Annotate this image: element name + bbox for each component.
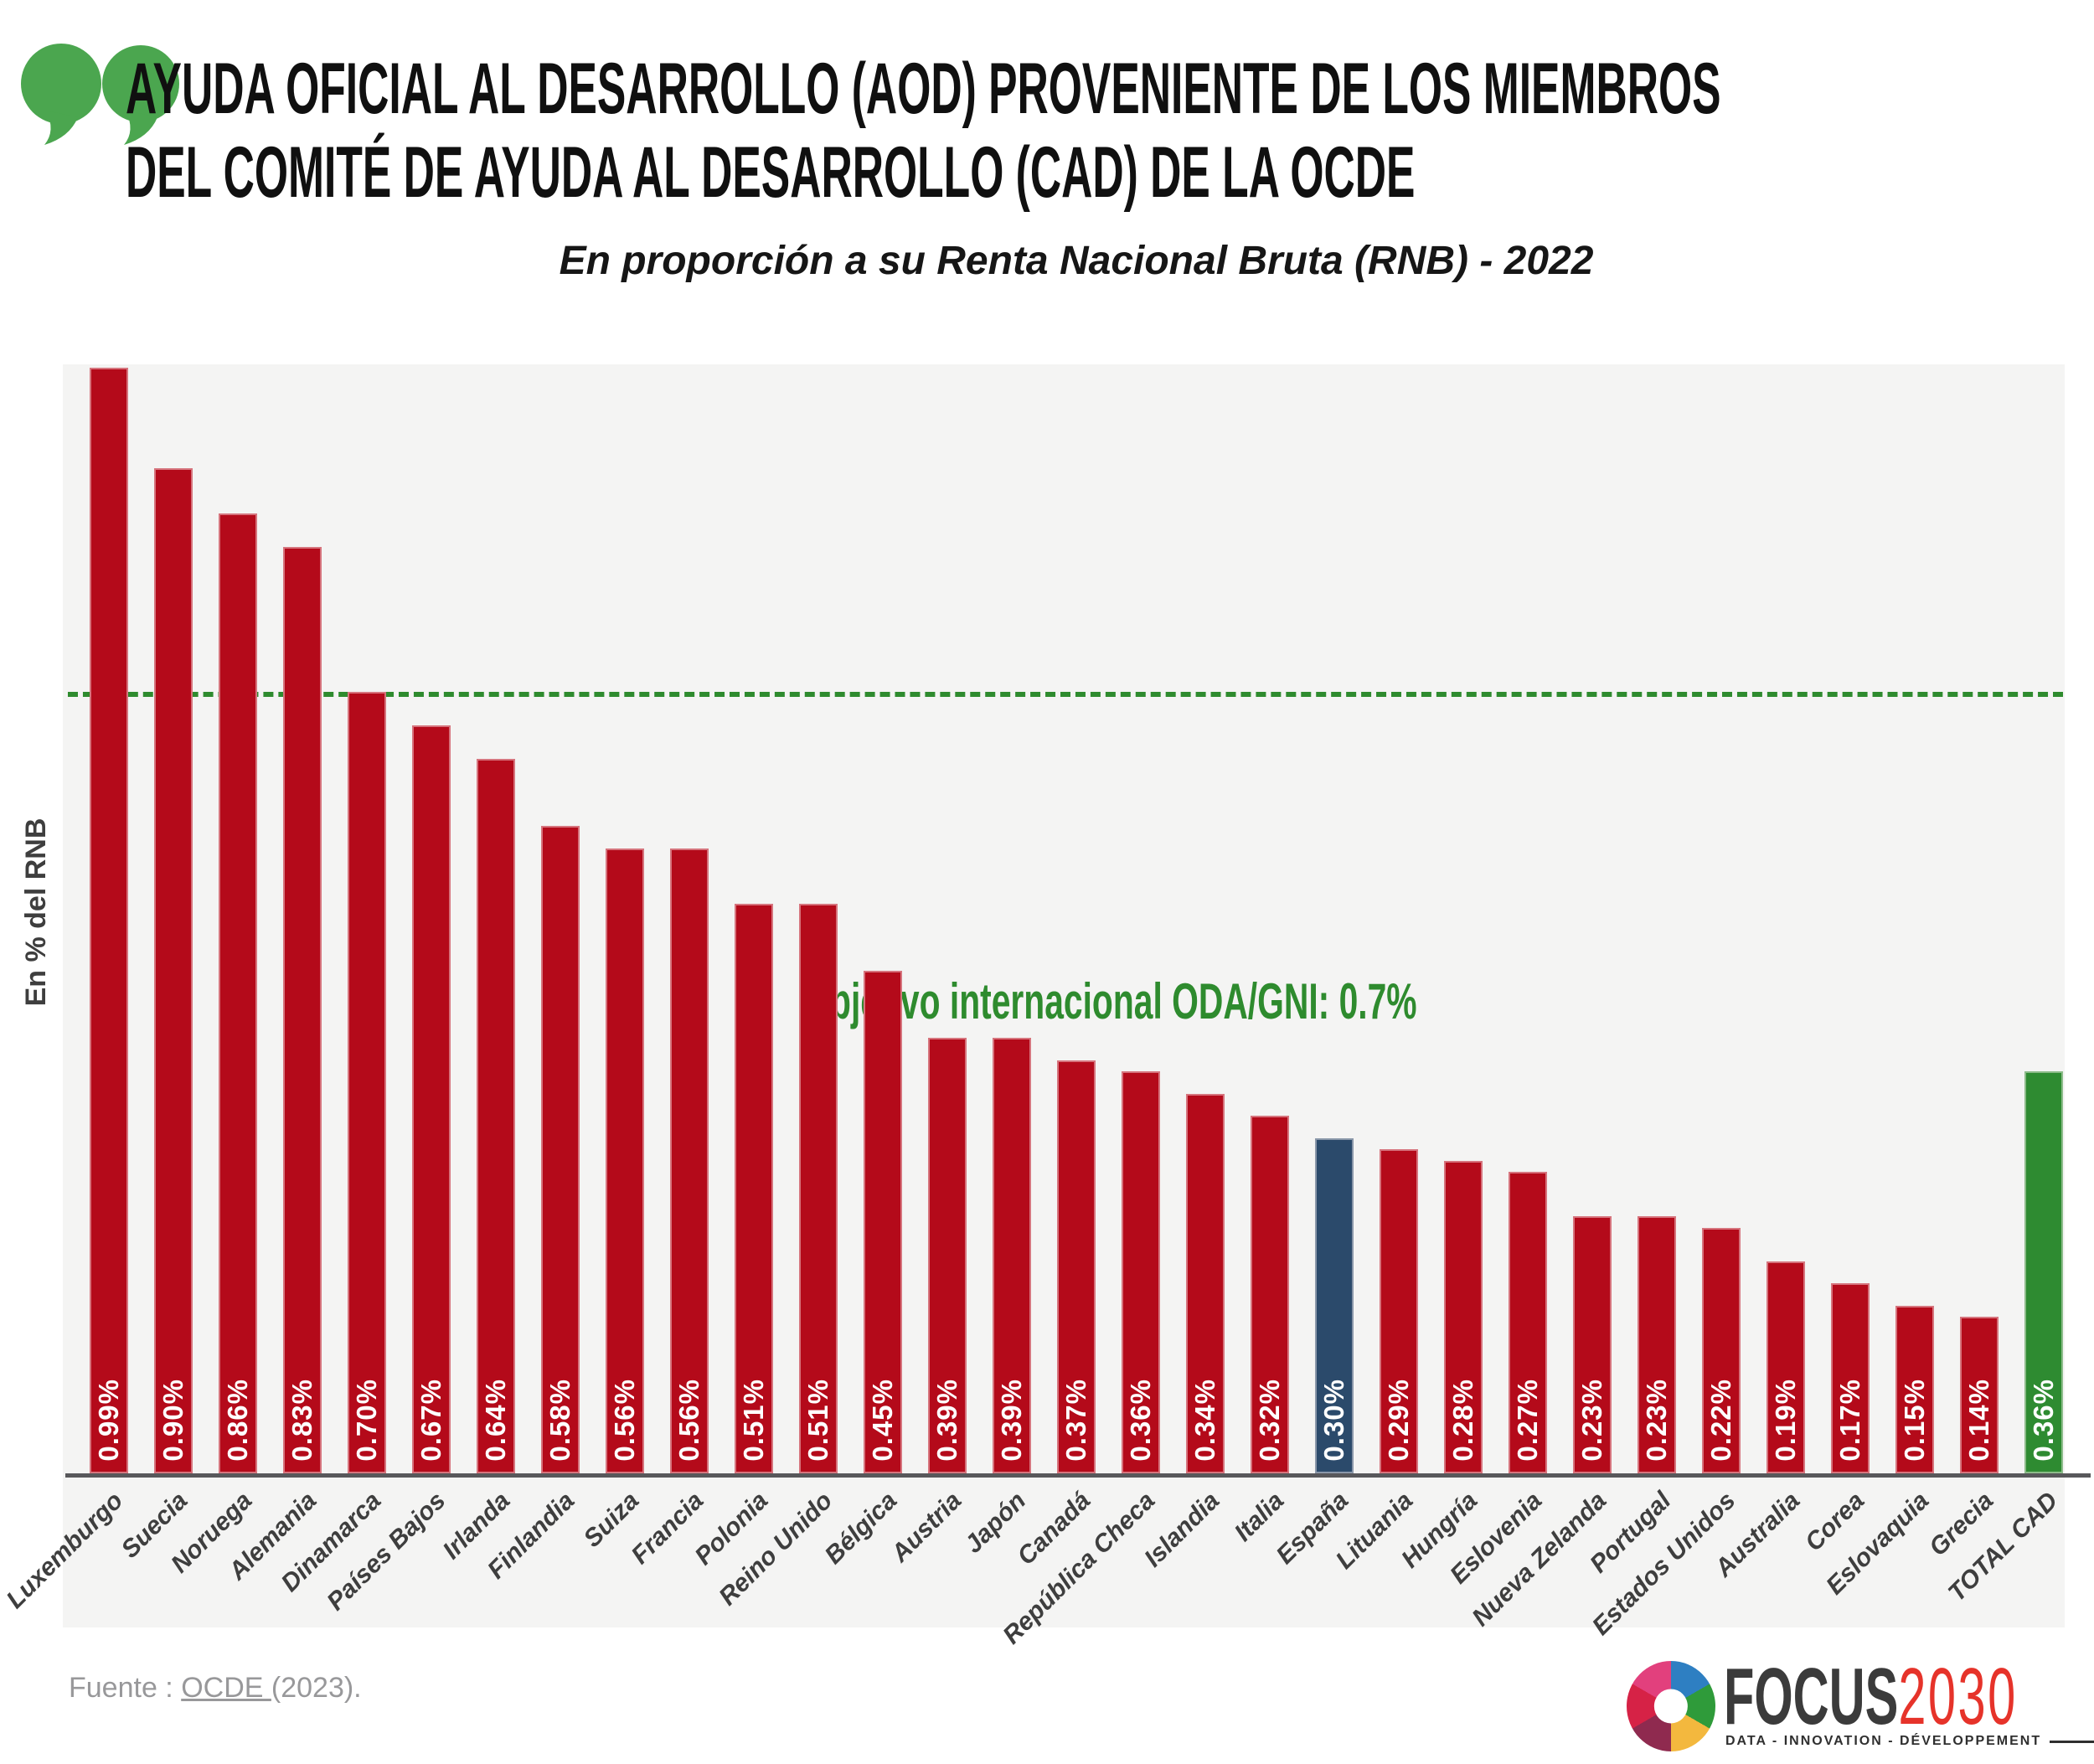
focus2030-wordmark: FOCUS2030 (1724, 1657, 2094, 1737)
bar-value-label: 0.28% (1447, 1379, 1478, 1462)
bar-corea: 0.17% (1831, 1283, 1870, 1473)
bar-eslovaquia: 0.15% (1895, 1306, 1934, 1473)
logo-tagline-text: DATA - INNOVATION - DÉVELOPPEMENT (1725, 1734, 2042, 1748)
bar-república-checa: 0.36% (1122, 1071, 1160, 1473)
bar-total-cad: 0.36% (2024, 1071, 2063, 1473)
bar-estados-unidos: 0.22% (1702, 1228, 1741, 1473)
target-line-label: Objetivo internacional ODA/GNI: 0.7% (802, 973, 1417, 1029)
focus2030-aperture-icon (1627, 1661, 1715, 1751)
bar-grecia: 0.14% (1960, 1317, 1999, 1473)
logo-focus-text: FOCUS (1724, 1652, 1899, 1741)
chart-plot-area: Objetivo internacional ODA/GNI: 0.7% 0.9… (2, 364, 2091, 1649)
bar-bélgica: 0.45% (864, 971, 902, 1473)
tagline-rule (2050, 1740, 2094, 1743)
bar-value-label: 0.17% (1834, 1379, 1865, 1462)
bar-irlanda: 0.64% (477, 759, 515, 1473)
bar-australia: 0.19% (1766, 1261, 1805, 1473)
bar-portugal: 0.23% (1638, 1216, 1676, 1473)
title-line-2: DEL COMITÉ DE AYUDA AL DESARROLLO (CAD) … (126, 132, 1416, 213)
bar-value-label: 0.15% (1899, 1379, 1930, 1462)
bar-value-label: 0.32% (1254, 1379, 1285, 1462)
bar-noruega: 0.86% (219, 513, 257, 1473)
bar-value-label: 0.67% (415, 1379, 446, 1462)
bar-españa: 0.30% (1315, 1138, 1354, 1473)
source-suffix: (2023). (271, 1672, 362, 1704)
bar-value-label: 0.37% (1060, 1379, 1091, 1462)
source-link[interactable]: OCDE (181, 1672, 271, 1704)
bar-alemania: 0.83% (283, 547, 322, 1473)
bar-luxemburgo: 0.99% (90, 368, 128, 1473)
bar-eslovenia: 0.27% (1509, 1172, 1547, 1473)
bar-value-label: 0.29% (1383, 1379, 1414, 1462)
bar-value-label: 0.19% (1770, 1379, 1801, 1462)
bar-value-label: 0.36% (2028, 1379, 2059, 1462)
source-prefix: Fuente : (69, 1672, 182, 1704)
bar-francia: 0.56% (670, 848, 709, 1473)
title-line-1: AYUDA OFICIAL AL DESARROLLO (AOD) PROVEN… (126, 49, 1721, 129)
logo-2030-text: 2030 (1898, 1652, 2018, 1741)
bar-value-label: 0.45% (867, 1379, 898, 1462)
bar-value-label: 0.90% (157, 1379, 188, 1462)
bar-austria: 0.39% (928, 1038, 967, 1473)
target-line (68, 692, 2063, 697)
bar-value-label: 0.83% (286, 1379, 317, 1462)
bar-polonia: 0.51% (735, 904, 773, 1473)
bar-países-bajos: 0.67% (412, 725, 451, 1473)
bar-canadá: 0.37% (1057, 1060, 1096, 1473)
bar-value-label: 0.14% (1963, 1379, 1994, 1462)
bar-value-label: 0.39% (931, 1379, 962, 1462)
bar-nueva-zelanda: 0.23% (1573, 1216, 1612, 1473)
target-label-wrap: Objetivo internacional ODA/GNI: 0.7% (63, 972, 2065, 1030)
bar-value-label: 0.86% (222, 1379, 253, 1462)
bar-value-label: 0.51% (802, 1379, 833, 1462)
bar-reino-unido: 0.51% (799, 904, 838, 1473)
bar-italia: 0.32% (1251, 1116, 1289, 1473)
bar-value-label: 0.23% (1576, 1379, 1607, 1462)
bar-value-label: 0.30% (1318, 1379, 1349, 1462)
quote-marks-icon (21, 44, 179, 145)
chart-subtitle: En proporción a su Renta Nacional Bruta … (559, 239, 1594, 283)
bar-value-label: 0.39% (996, 1379, 1027, 1462)
bar-value-label: 0.34% (1189, 1379, 1220, 1462)
bar-value-label: 0.36% (1125, 1379, 1156, 1462)
subtitle-wrap: En proporción a su Renta Nacional Bruta … (0, 238, 2094, 284)
bar-value-label: 0.99% (93, 1379, 124, 1462)
bar-value-label: 0.64% (480, 1379, 511, 1462)
bar-finlandia: 0.58% (541, 826, 580, 1473)
bar-dinamarca: 0.70% (348, 692, 386, 1473)
bar-islandia: 0.34% (1186, 1094, 1225, 1473)
bar-value-label: 0.56% (673, 1379, 704, 1462)
bar-value-label: 0.70% (351, 1379, 382, 1462)
bar-hungría: 0.28% (1444, 1161, 1483, 1473)
bar-suecia: 0.90% (154, 468, 193, 1473)
bar-value-label: 0.27% (1512, 1379, 1543, 1462)
bar-value-label: 0.51% (738, 1379, 769, 1462)
logo-tagline: DATA - INNOVATION - DÉVELOPPEMENT (1725, 1734, 2094, 1749)
x-axis-line (65, 1473, 2091, 1478)
bar-value-label: 0.56% (609, 1379, 640, 1462)
bar-value-label: 0.58% (544, 1379, 575, 1462)
y-axis-label: En % del RNB (20, 818, 52, 1007)
bar-lituania: 0.29% (1380, 1149, 1418, 1473)
bar-value-label: 0.23% (1641, 1379, 1672, 1462)
source-text: Fuente : OCDE (2023). (69, 1672, 362, 1705)
page-title: AYUDA OFICIAL AL DESARROLLO (AOD) PROVEN… (126, 47, 2094, 214)
bar-suiza: 0.56% (606, 848, 644, 1473)
bar-japón: 0.39% (993, 1038, 1031, 1473)
bar-value-label: 0.22% (1705, 1379, 1736, 1462)
